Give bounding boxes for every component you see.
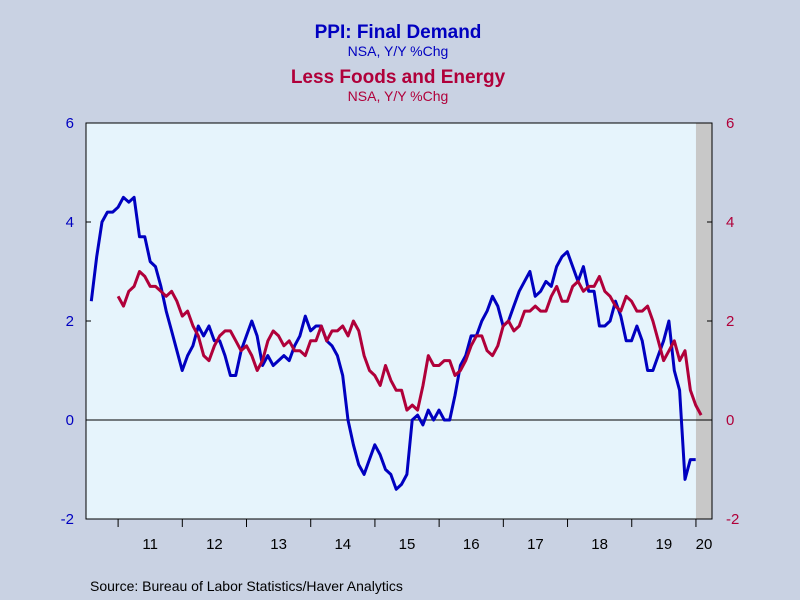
x-tick-label: 14 (334, 536, 351, 553)
x-tick-label: 20 (696, 536, 713, 553)
y-tick-label-right: 2 (726, 313, 734, 330)
plot-area (86, 123, 712, 519)
y-tick-label-left: 2 (66, 313, 74, 330)
y-tick-label-right: 6 (726, 115, 734, 132)
y-tick-label-left: 0 (66, 412, 74, 429)
y-tick-label-left: 6 (66, 115, 74, 132)
chart-subtitle-1: NSA, Y/Y %Chg (348, 43, 449, 59)
x-tick-label: 16 (463, 536, 480, 553)
y-tick-label-right: 4 (726, 214, 734, 231)
y-axis-left: -2 0 2 4 6 (61, 115, 91, 528)
y-tick-label-right: -2 (726, 511, 739, 528)
series-line-2 (116, 270, 703, 416)
x-tick-label: 11 (142, 536, 158, 553)
y-axis-right: -2 0 2 4 6 (707, 115, 739, 528)
x-tick-label: 15 (399, 536, 416, 553)
y-tick-label-left: 4 (66, 214, 74, 231)
y-tick-label-left: -2 (61, 511, 74, 528)
y-tick-label-right: 0 (726, 412, 734, 429)
x-tick-label: 12 (206, 536, 223, 553)
chart-title-2: Less Foods and Energy (291, 67, 506, 88)
x-axis: 11 12 13 14 15 16 17 18 19 20 (117, 519, 713, 553)
chart-title-1: PPI: Final Demand (315, 22, 482, 43)
series-line-1 (89, 195, 696, 491)
series-layer (89, 195, 703, 491)
x-tick-label: 13 (270, 536, 287, 553)
x-tick-label: 18 (591, 536, 608, 553)
source-note: Source: Bureau of Labor Statistics/Haver… (90, 578, 403, 594)
x-tick-label: 19 (656, 536, 673, 553)
x-tick-label: 17 (527, 536, 544, 553)
chart-subtitle-2: NSA, Y/Y %Chg (348, 88, 449, 104)
